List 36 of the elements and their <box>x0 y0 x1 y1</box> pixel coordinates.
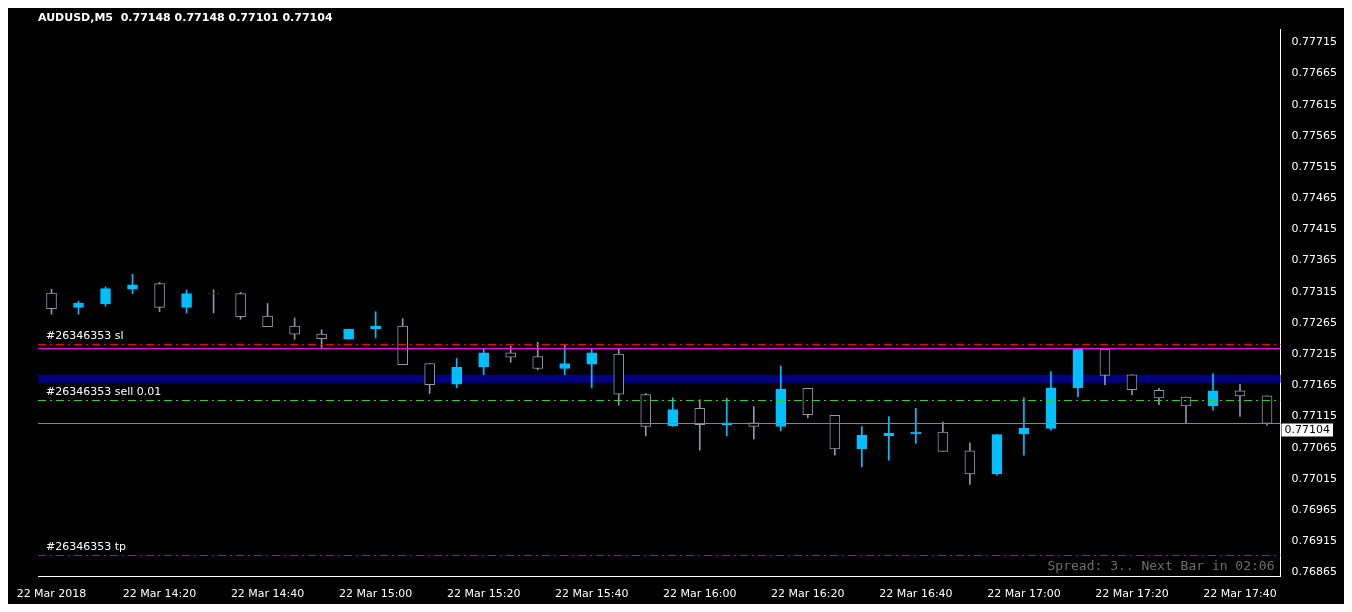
y-tick-label: 0.77215 <box>1291 347 1338 360</box>
y-tick-label: 0.77365 <box>1291 253 1338 267</box>
y-tick-label: 0.77565 <box>1291 128 1338 142</box>
x-tick-label: 22 Mar 15:20 <box>446 587 521 601</box>
x-tick-label: 22 Mar 14:40 <box>230 587 305 601</box>
y-tick-label: 0.77715 <box>1291 35 1338 49</box>
y-tick-label: 0.77015 <box>1291 471 1338 485</box>
y-tick-label: 0.77665 <box>1291 66 1338 80</box>
y-tick-label: 0.77515 <box>1291 159 1338 173</box>
y-tick-label: 0.77265 <box>1291 315 1338 329</box>
y-tick-label: 0.77465 <box>1291 191 1338 205</box>
y-tick-label: 0.76965 <box>1291 502 1338 516</box>
ref-line-label: #26346353 sl <box>46 328 124 342</box>
x-tick-label: 22 Mar 17:00 <box>987 587 1061 601</box>
x-tick-label: 22 Mar 17:20 <box>1095 587 1169 601</box>
y-tick-label: 0.77065 <box>1291 440 1338 454</box>
x-tick-label: 22 Mar 16:40 <box>879 587 953 601</box>
y-tick-label: 0.77415 <box>1291 222 1338 236</box>
annotation: Spread: 3.. Next Bar in 02:06 <box>1047 557 1275 573</box>
x-tick-label: 22 Mar 15:00 <box>338 587 413 601</box>
y-tick-label: 0.77165 <box>1291 378 1338 392</box>
chart-title: AUDUSD,M5 0.77148 0.77148 0.77101 0.77104 <box>38 11 333 25</box>
x-tick-label: 22 Mar 14:20 <box>122 587 197 601</box>
y-tick-label: 0.76865 <box>1291 565 1338 579</box>
x-tick-label: 22 Mar 2018 <box>16 587 87 601</box>
ref-line-label: #26346353 tp <box>46 539 127 553</box>
ref-line-label: #26346353 sell 0.01 <box>46 384 162 398</box>
ref-line-label: 0.77104 <box>1284 422 1331 436</box>
y-tick-label: 0.77115 <box>1291 409 1338 423</box>
x-tick-label: 22 Mar 16:00 <box>663 587 737 601</box>
x-tick-label: 22 Mar 17:40 <box>1203 587 1277 601</box>
x-tick-label: 22 Mar 15:40 <box>555 587 629 601</box>
x-tick-label: 22 Mar 16:20 <box>771 587 845 601</box>
y-tick-label: 0.77315 <box>1291 284 1338 298</box>
y-tick-label: 0.76915 <box>1291 534 1338 548</box>
y-tick-label: 0.77615 <box>1291 97 1338 111</box>
